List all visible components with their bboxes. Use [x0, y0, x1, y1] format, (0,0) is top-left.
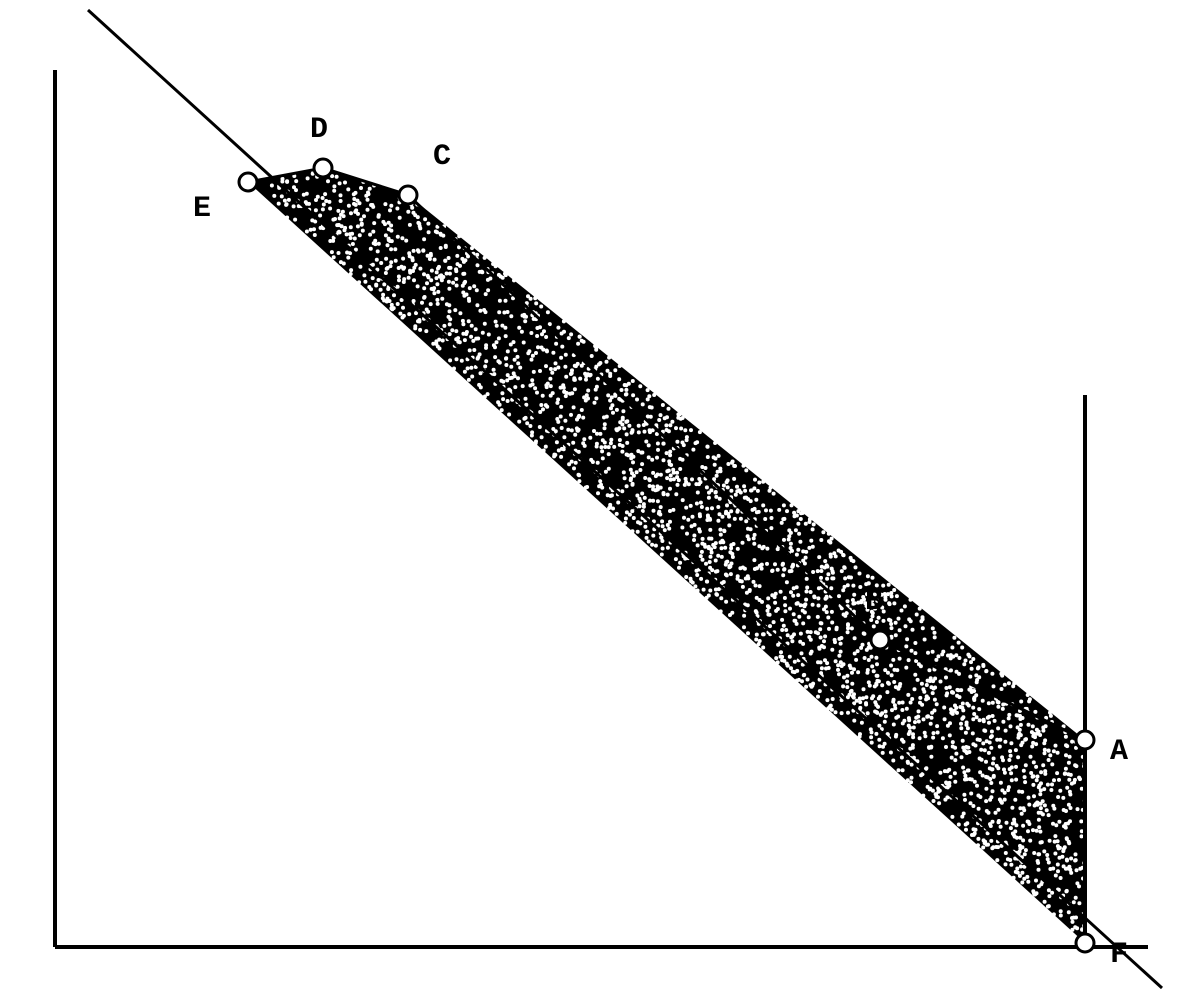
diagram-svg — [0, 0, 1188, 997]
point-marker-d — [314, 159, 332, 177]
point-marker-f — [1076, 934, 1094, 952]
point-label-d: D — [310, 113, 328, 147]
point-label-e: E — [193, 192, 211, 226]
point-marker-a — [1076, 731, 1094, 749]
point-label-f: F — [1110, 938, 1128, 972]
point-marker-b — [871, 631, 889, 649]
point-marker-e — [239, 173, 257, 191]
point-label-b: B — [865, 585, 883, 619]
point-label-a: A — [1110, 735, 1128, 769]
point-marker-c — [399, 186, 417, 204]
diagram-stage: E D C B A F — [0, 0, 1188, 997]
point-label-c: C — [433, 140, 451, 174]
